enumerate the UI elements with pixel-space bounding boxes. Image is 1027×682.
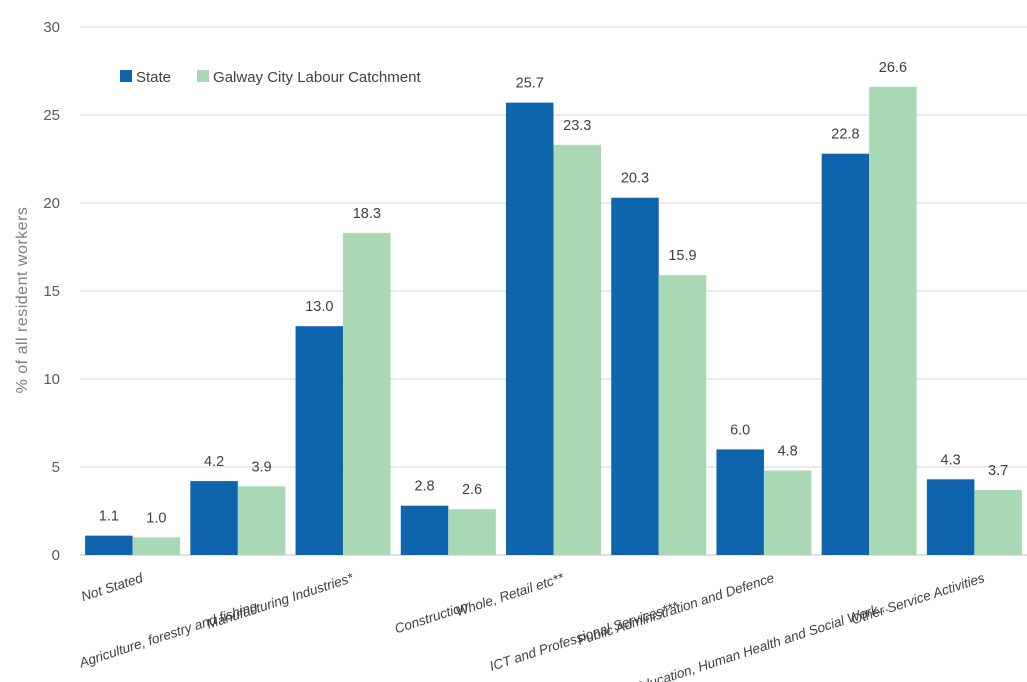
data-label: 22.8 [831,127,859,143]
bar-state-8 [926,479,975,555]
data-label: 20.3 [621,171,649,187]
category-label: Public Administration and Defence [576,570,776,648]
legend-swatch [197,70,210,82]
bar-galway-2 [343,232,391,556]
data-label: 4.8 [778,444,798,460]
data-labels: 1.1 1.0 4.2 3.9 13.0 18.3 2.8 2.6 25.7 23.3 20.3 15… [99,60,1008,527]
data-label: 4.3 [941,452,961,468]
data-label: 26.6 [879,60,907,76]
data-label: 25.7 [516,76,544,92]
bar-galway-3 [448,509,496,555]
bar-state-5 [611,197,659,555]
y-tick-label: 0 [52,547,60,564]
data-label: 13.0 [305,299,333,315]
data-label: 1.1 [99,509,119,525]
data-label: 3.9 [251,459,271,475]
y-tick-label: 5 [52,459,60,476]
bar-galway-5 [658,275,707,555]
legend: State Galway City Labour Catchment [120,69,421,86]
legend-entry: Galway City Labour Catchment [213,69,421,86]
bar-state-1 [190,481,238,555]
bars [85,86,1022,556]
data-label: 3.7 [988,463,1008,479]
data-label: 4.2 [204,454,224,470]
data-label: 18.3 [353,206,381,222]
data-label: 1.0 [146,510,166,526]
bar-state-0 [85,535,133,555]
y-tick-label: 15 [43,283,60,300]
y-tick-label: 30 [43,19,60,36]
category-label: Manufacturing Industries* [205,570,356,632]
bar-state-7 [821,153,870,555]
bar-galway-1 [237,486,286,555]
y-axis-ticks: 0 5 10 15 20 25 30 [43,19,60,564]
bar-galway-0 [132,537,181,555]
data-label: 2.8 [414,479,434,495]
category-label: Whole, Retail etc** [454,570,566,619]
data-label: 15.9 [668,248,696,264]
bar-galway-8 [974,489,1022,555]
data-label: 6.0 [730,422,750,438]
bar-state-2 [295,326,344,555]
bar-state-3 [400,505,449,555]
data-label: 2.6 [462,482,482,498]
y-axis-label: % of all resident workers [14,207,31,394]
data-label: 23.3 [563,118,591,134]
y-tick-label: 20 [43,195,60,212]
bar-state-6 [716,449,764,555]
legend-swatch [120,70,132,82]
category-label: Other Service Activities [850,570,987,627]
bar-state-4 [506,102,554,556]
bar-galway-4 [553,144,601,556]
category-label: Not Stated [79,570,145,604]
y-tick-label: 10 [43,371,60,388]
bar-galway-7 [869,86,917,555]
legend-entry: State [136,69,171,86]
bar-galway-6 [763,470,812,555]
y-tick-label: 25 [43,107,60,124]
